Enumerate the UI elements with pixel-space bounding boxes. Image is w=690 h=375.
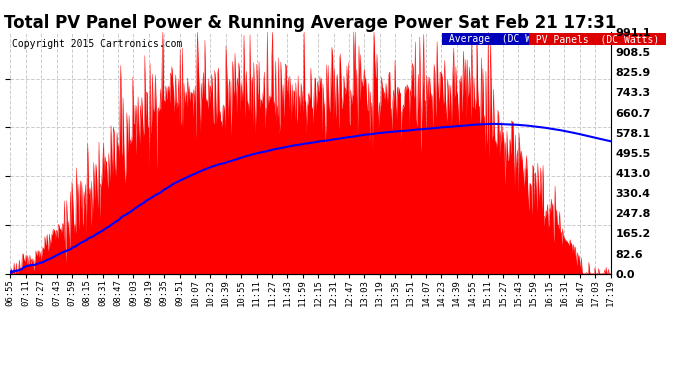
Title: Total PV Panel Power & Running Average Power Sat Feb 21 17:31: Total PV Panel Power & Running Average P… — [4, 14, 617, 32]
Text: Copyright 2015 Cartronics.com: Copyright 2015 Cartronics.com — [12, 39, 182, 49]
Text: Average  (DC Watts): Average (DC Watts) — [442, 34, 566, 44]
Text: PV Panels  (DC Watts): PV Panels (DC Watts) — [530, 34, 664, 44]
